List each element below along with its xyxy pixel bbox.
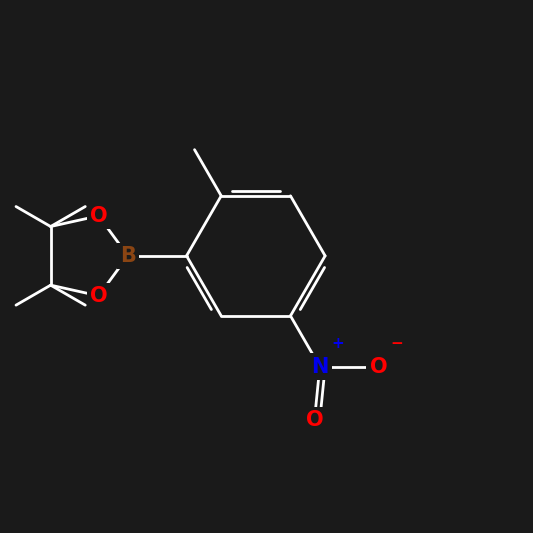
- Text: O: O: [90, 286, 108, 306]
- Text: N: N: [311, 357, 328, 377]
- Text: O: O: [369, 357, 387, 377]
- Text: O: O: [90, 206, 108, 226]
- Text: +: +: [332, 336, 344, 351]
- Text: B: B: [120, 246, 136, 266]
- Text: −: −: [390, 336, 403, 351]
- Text: O: O: [305, 410, 324, 430]
